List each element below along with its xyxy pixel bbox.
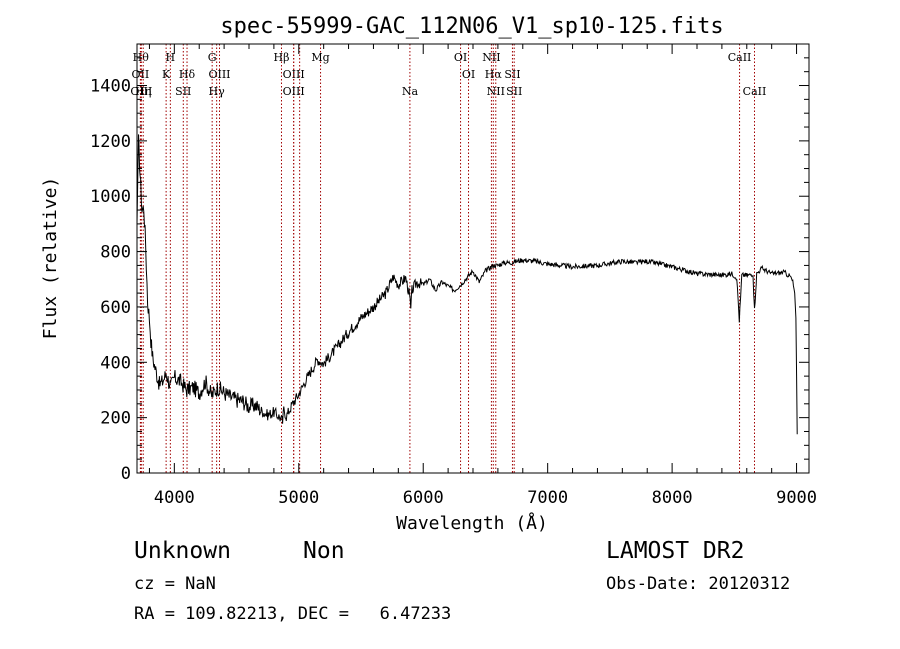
line-marker-label-10: OIII	[208, 68, 230, 81]
object-class: Unknown	[134, 538, 231, 564]
chart-title: spec-55999-GAC_112N06_V1_sp10-125.fits	[220, 14, 723, 39]
line-marker-label-23: SII	[506, 85, 522, 98]
x-tick-label-5: 9000	[776, 488, 817, 508]
line-marker-label-8: G	[208, 51, 217, 64]
axis-ticks: 4000 5000 6000 7000 8000 9000 0 200 400 600 800 100…	[90, 44, 817, 508]
line-marker-label-22: SII	[504, 68, 520, 81]
y-tick-label-1: 200	[100, 409, 131, 429]
line-marker-label-24: CaII	[728, 51, 752, 64]
y-tick-label-0: 0	[121, 464, 131, 484]
spectrum-plot-area	[136, 134, 798, 435]
object-subclass: Non	[303, 538, 345, 564]
line-marker-label-2: Hη	[135, 85, 151, 98]
line-marker-label-19: NII	[482, 51, 500, 64]
redshift-value: cz = NaN	[134, 574, 216, 594]
plot-frame	[136, 43, 810, 474]
line-marker-label-7: SII	[175, 85, 191, 98]
x-tick-label-4: 8000	[652, 488, 693, 508]
spectral-line-markers: HθOIIHηOIIIKHHδSIIGHγOIIIHβOIIIOIIIMgNaO…	[130, 44, 766, 473]
line-marker-label-18: OI	[462, 68, 475, 81]
line-marker-label-17: OI	[454, 51, 467, 64]
line-marker-label-3: OIII	[130, 85, 152, 98]
line-marker-label-20: Hα	[485, 68, 503, 81]
coordinates: RA = 109.82213, DEC = 6.47233	[134, 604, 452, 624]
x-axis-label: Wavelength (Å)	[396, 512, 548, 534]
x-tick-label-1: 5000	[278, 488, 319, 508]
spectrum-series-0	[136, 134, 798, 435]
line-marker-label-21: NII	[487, 85, 505, 98]
line-marker-label-6: Hδ	[179, 68, 196, 81]
y-tick-label-6: 1200	[90, 132, 131, 152]
line-marker-label-16: Na	[402, 85, 419, 98]
line-marker-label-12: OIII	[283, 68, 305, 81]
survey-name: LAMOST DR2	[606, 538, 745, 564]
line-marker-label-9: Hγ	[209, 85, 226, 98]
x-tick-label-2: 6000	[403, 488, 444, 508]
y-tick-label-4: 800	[100, 243, 131, 263]
y-tick-label-7: 1400	[90, 77, 131, 97]
line-marker-label-4: K	[162, 68, 171, 81]
line-marker-label-5: H	[166, 51, 176, 64]
y-tick-label-5: 1000	[90, 187, 131, 207]
line-marker-label-13: OIII	[283, 85, 305, 98]
y-axis-label: Flux (relative)	[40, 177, 61, 340]
line-marker-label-25: CaII	[743, 85, 767, 98]
x-tick-label-0: 4000	[154, 488, 195, 508]
x-tick-label-3: 7000	[527, 488, 568, 508]
line-marker-label-11: Hβ	[274, 51, 290, 64]
line-marker-label-15: Mg	[311, 51, 329, 64]
y-tick-label-3: 600	[100, 298, 131, 318]
y-tick-label-2: 400	[100, 353, 131, 373]
line-marker-label-1: OII	[132, 68, 150, 81]
observation-date: Obs-Date: 20120312	[606, 574, 791, 594]
